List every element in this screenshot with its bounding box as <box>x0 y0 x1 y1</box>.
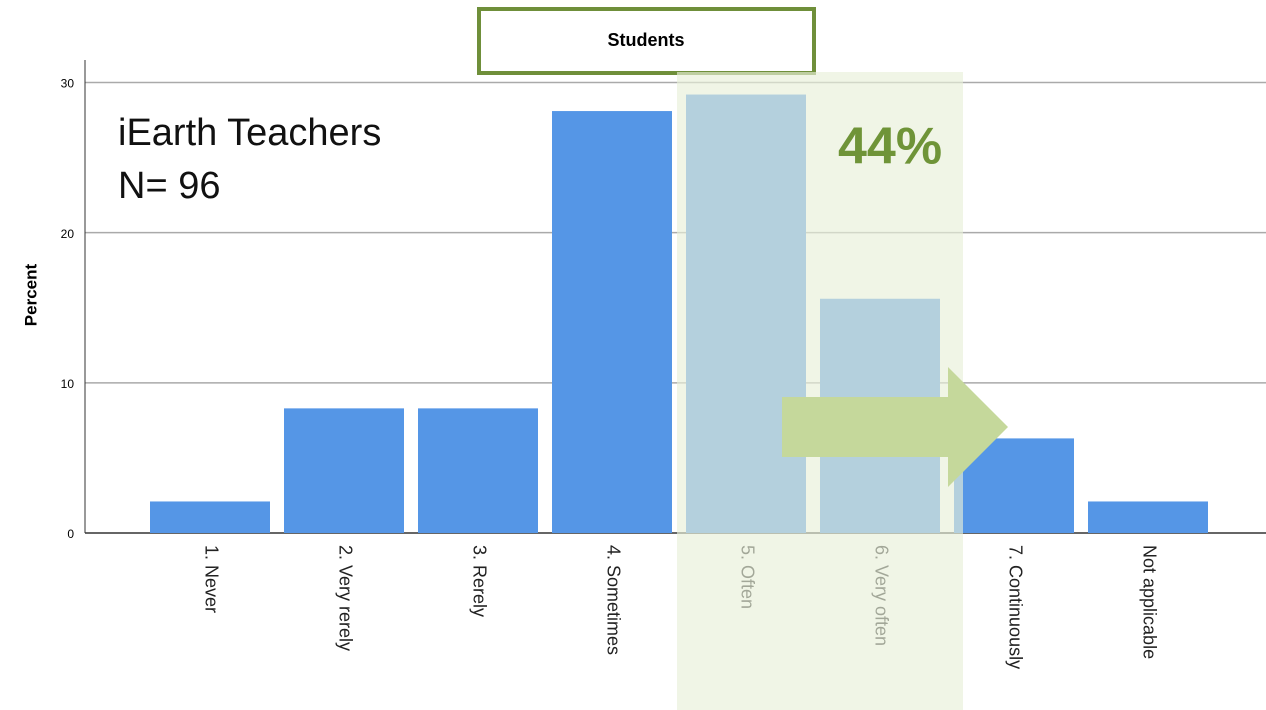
title-box <box>477 7 816 75</box>
chart-title: Students <box>607 30 684 50</box>
plot: 0 10 20 30 1. Never 2. Very rerely 3. Rerely 4.… <box>61 60 1266 710</box>
x-tick-label: 3. Rerely <box>469 545 489 617</box>
y-tick-label: 20 <box>61 227 75 241</box>
bar <box>1088 501 1208 533</box>
x-tick-label: 1. Never <box>201 545 221 613</box>
annotation: iEarth Teachers <box>118 112 381 154</box>
annotation: N= 96 <box>118 165 220 207</box>
y-tick-label: 30 <box>61 77 75 91</box>
bar <box>150 501 270 533</box>
x-tick-label: 7. Continuously <box>1005 545 1025 669</box>
arrow <box>782 367 1008 487</box>
x-tick-label: Not applicable <box>1139 545 1159 659</box>
y-axis-label: Percent <box>21 263 40 326</box>
x-tick-label: 4. Sometimes <box>603 545 623 655</box>
y-tick-label: 0 <box>67 527 74 541</box>
bar <box>418 408 538 533</box>
x-tick-label: 2. Very rerely <box>335 545 355 651</box>
annotation: 44% <box>838 118 942 176</box>
bar <box>552 111 672 534</box>
highlight-band <box>677 72 963 710</box>
y-tick-label: 10 <box>61 377 75 391</box>
bar <box>284 408 404 533</box>
